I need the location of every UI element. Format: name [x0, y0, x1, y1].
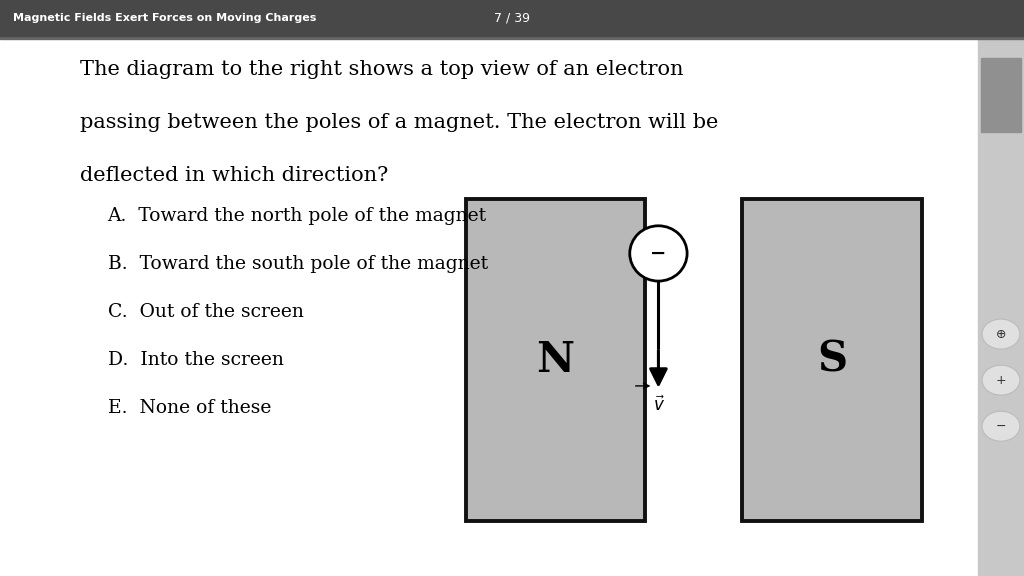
Text: B.  Toward the south pole of the magnet: B. Toward the south pole of the magnet	[108, 255, 487, 273]
Bar	[0, 0, 1024, 36]
Ellipse shape	[982, 411, 1020, 441]
Ellipse shape	[982, 319, 1020, 349]
Text: $\vec{v}$: $\vec{v}$	[653, 395, 666, 415]
Text: −: −	[995, 420, 1007, 433]
Text: passing between the poles of a magnet. The electron will be: passing between the poles of a magnet. T…	[80, 113, 718, 132]
Text: +: +	[995, 374, 1007, 386]
Bar	[981, 58, 1021, 132]
Text: ⊕: ⊕	[995, 328, 1007, 340]
Bar	[0, 36, 1024, 39]
Text: S: S	[817, 339, 847, 381]
Text: Magnetic Fields Exert Forces on Moving Charges: Magnetic Fields Exert Forces on Moving C…	[13, 13, 316, 23]
Text: D.  Into the screen: D. Into the screen	[108, 351, 284, 369]
Bar	[742, 199, 922, 521]
Ellipse shape	[982, 365, 1020, 395]
Ellipse shape	[630, 226, 687, 281]
Text: C.  Out of the screen: C. Out of the screen	[108, 303, 303, 321]
Text: 7 / 39: 7 / 39	[494, 12, 530, 24]
Text: deflected in which direction?: deflected in which direction?	[80, 166, 388, 185]
Text: N: N	[537, 339, 574, 381]
Text: A.  Toward the north pole of the magnet: A. Toward the north pole of the magnet	[108, 207, 486, 225]
Text: E.  None of these: E. None of these	[108, 399, 271, 416]
Text: The diagram to the right shows a top view of an electron: The diagram to the right shows a top vie…	[80, 60, 683, 79]
Text: −: −	[650, 244, 667, 263]
Bar	[466, 199, 645, 521]
Bar	[978, 39, 1024, 576]
